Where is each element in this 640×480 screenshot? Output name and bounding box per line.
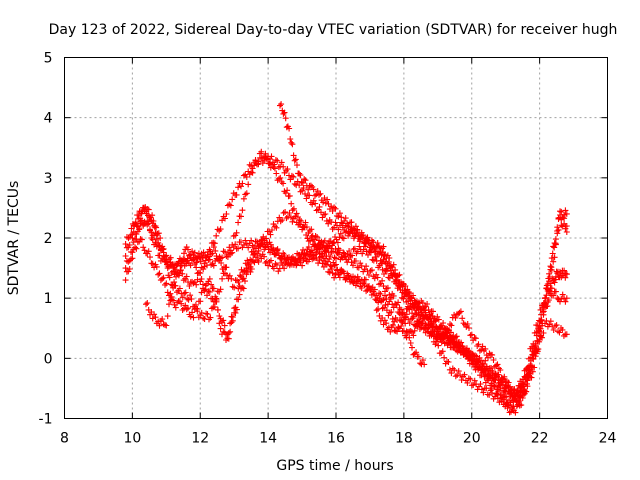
y-tick-label: 3 <box>44 171 53 187</box>
y-tick-label: 2 <box>44 231 53 247</box>
x-tick-label: 8 <box>60 431 69 447</box>
marker-plus <box>277 101 570 400</box>
y-axis-label: SDTVAR / TECUs <box>6 181 22 296</box>
y-axis-tick-labels: -1 0 1 2 3 4 5 <box>39 51 53 428</box>
x-tick-label: 10 <box>123 431 141 447</box>
y-tick-label: 5 <box>44 51 53 67</box>
x-tick-label: 14 <box>259 431 277 447</box>
series-track-8 <box>373 207 570 407</box>
y-tick-label: 4 <box>44 111 53 127</box>
y-tick-label: -1 <box>39 412 53 428</box>
y-tick-label: 0 <box>44 351 53 367</box>
x-axis-label: GPS time / hours <box>276 458 393 474</box>
series-track-6 <box>277 101 570 400</box>
x-tick-label: 16 <box>327 431 345 447</box>
x-tick-label: 24 <box>599 431 617 447</box>
x-axis-tick-labels: 8 10 12 14 16 18 20 22 24 <box>60 431 616 447</box>
axis-ticks <box>64 57 608 419</box>
x-tick-label: 20 <box>463 431 481 447</box>
x-tick-label: 18 <box>395 431 413 447</box>
chart-title: Day 123 of 2022, Sidereal Day-to-day VTE… <box>49 22 618 38</box>
marker-plus <box>129 218 428 368</box>
data-points <box>122 101 570 416</box>
x-tick-label: 12 <box>191 431 209 447</box>
marker-plus <box>373 207 570 407</box>
y-tick-label: 1 <box>44 291 53 307</box>
x-tick-label: 22 <box>531 431 549 447</box>
series-track-5 <box>129 218 428 368</box>
